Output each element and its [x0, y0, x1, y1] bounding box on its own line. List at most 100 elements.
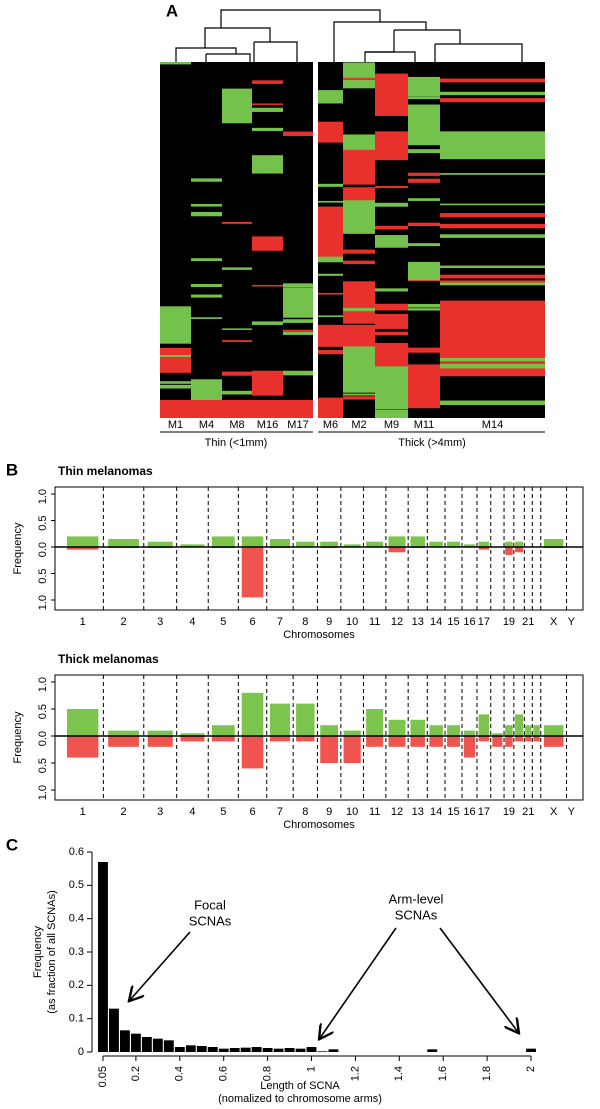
heatmap-block [252, 284, 283, 287]
frequency-bar [241, 736, 264, 769]
x-tick-label: 16 [463, 616, 475, 628]
heatmap-block [318, 183, 343, 187]
frequency-bar [515, 547, 524, 553]
frequency-bar [66, 736, 99, 758]
heatmap-block [283, 287, 313, 318]
x-tick-label: 1 [305, 1066, 317, 1072]
heatmap-block [375, 366, 408, 408]
bar [130, 1033, 141, 1052]
frequency-bar [343, 736, 361, 763]
heatmap-block [222, 221, 252, 224]
y-tick-label: 1.0 [37, 595, 49, 610]
frequency-bar [366, 736, 384, 747]
y-tick-label: 1.0 [37, 785, 49, 800]
heatmap-block [343, 346, 375, 393]
frequency-bar [66, 547, 99, 550]
x-tick-label: 17 [478, 806, 490, 818]
frequency-bar [108, 730, 139, 736]
x-tick-label: 1.2 [349, 1066, 361, 1081]
heatmap-block [408, 96, 440, 100]
heatmap-block [375, 303, 408, 308]
frequency-bar [515, 736, 524, 742]
frequency-bar [320, 725, 339, 736]
frequency-bar [543, 736, 564, 747]
x-tick-label: X [550, 616, 558, 628]
x-tick-label: 13 [412, 806, 424, 818]
frequency-bar [343, 730, 361, 736]
heatmap-block [160, 385, 191, 389]
heatmap-block [283, 372, 313, 375]
x-axis-label: Chromosomes [283, 819, 355, 831]
arrow [320, 927, 397, 1038]
frequency-bar [478, 547, 490, 550]
y-tick-label: 0.5 [37, 516, 49, 531]
frequency-bar [366, 541, 384, 547]
frequency-bar [108, 736, 139, 747]
heatmap-block [408, 261, 440, 281]
heatmap-block [318, 409, 343, 414]
frequency-bar [108, 539, 139, 547]
x-tick-label: 0.2 [130, 1066, 142, 1081]
heatmap-block [440, 98, 545, 103]
frequency-bar [366, 709, 384, 736]
x-tick-label: 9 [326, 806, 332, 818]
frequency-bar [543, 725, 564, 736]
heatmap-block [191, 178, 222, 182]
heatmap-block [375, 409, 408, 418]
frequency-bar [447, 541, 460, 547]
x-tick-label: 1 [80, 616, 86, 628]
heatmap-block [191, 203, 222, 207]
x-tick-label: 4 [189, 616, 195, 628]
bar [185, 1045, 196, 1052]
annotation: SCNAs [395, 907, 438, 922]
frequency-bar [429, 736, 443, 747]
heatmap-block [375, 73, 408, 114]
heatmap-block [375, 342, 408, 356]
y-axis-label: (as fraction of all SCNAs) [46, 890, 58, 1013]
y-tick-label: 0.2 [69, 979, 84, 991]
frequency-bar [147, 736, 173, 747]
column-label: M14 [482, 419, 503, 431]
frequency-bar [429, 541, 443, 547]
heatmap-block [160, 355, 191, 357]
heatmap-block [408, 178, 440, 183]
heatmap-block [440, 280, 545, 285]
heatmap-block [252, 370, 283, 396]
y-axis-label: Frequency [32, 926, 44, 978]
heatmap-block [440, 223, 545, 229]
heatmap-block [440, 274, 545, 279]
column-label: M17 [287, 419, 308, 431]
heatmap-block [343, 62, 375, 89]
frequency-bar [447, 736, 460, 747]
frequency-bar [463, 730, 476, 736]
frequency-bar [211, 536, 235, 547]
y-tick-label: 0.5 [37, 704, 49, 719]
heatmap-block [408, 198, 440, 201]
heatmap-block [318, 240, 343, 259]
frequency-bar [525, 736, 532, 742]
bar [262, 1048, 273, 1052]
heatmap-block [283, 331, 313, 335]
bar [163, 1040, 174, 1052]
chart-title: Thin melanomas [58, 464, 153, 478]
x-tick-label: 8 [302, 616, 308, 628]
heatmap-block [252, 236, 283, 251]
heatmap-block [408, 308, 440, 311]
bar [317, 1051, 328, 1052]
frequency-bar [296, 541, 315, 547]
frequency-bar [147, 730, 173, 736]
heatmap-block [343, 260, 375, 265]
x-tick-label: 1.8 [481, 1066, 493, 1081]
frequency-bar [515, 714, 524, 736]
x-tick-label: 1.4 [393, 1066, 405, 1081]
heatmap-block [222, 267, 252, 270]
x-tick-label: 15 [447, 616, 459, 628]
bar [152, 1038, 163, 1052]
frequency-bar [533, 725, 540, 736]
heatmap-block [408, 364, 440, 409]
heatmap-block [252, 107, 283, 112]
x-tick-label: 11 [369, 616, 380, 628]
frequency-bar [505, 725, 513, 736]
bar [240, 1047, 251, 1052]
heatmap-block [343, 149, 375, 185]
